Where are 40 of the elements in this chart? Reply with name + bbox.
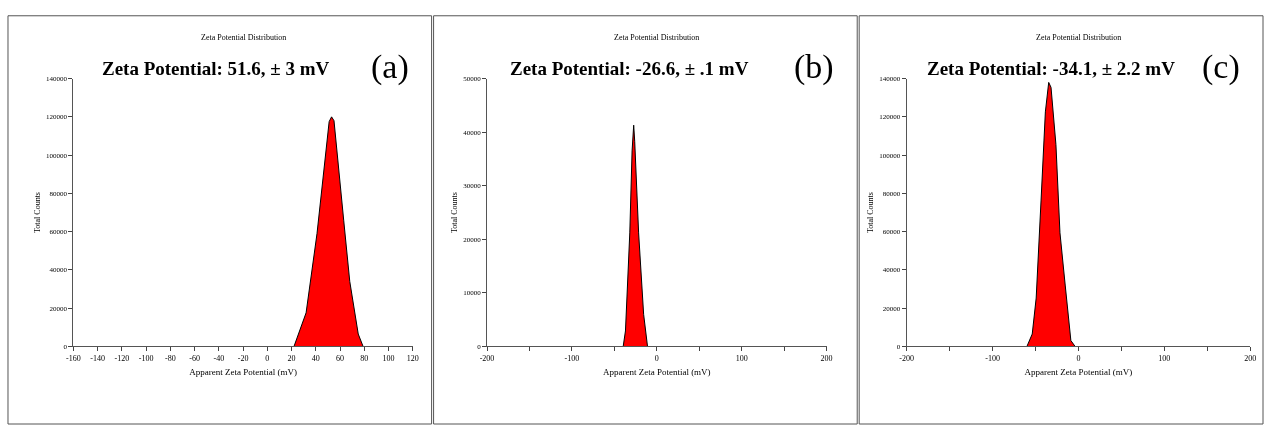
x-axis-title: Apparent Zeta Potential (mV) xyxy=(1024,366,1133,377)
x-tick-label: 0 xyxy=(654,354,659,364)
chart-title: Zeta Potential Distribution xyxy=(1036,33,1122,42)
chart-subtitle: Zeta Potential: -34.1, ± 2.2 mV xyxy=(927,58,1176,79)
x-tick-label: 60 xyxy=(336,354,345,364)
annotation: (c) xyxy=(1202,48,1240,86)
x-tick-label: -100 xyxy=(985,354,1000,364)
x-tick-label: 20 xyxy=(287,354,296,364)
annotation: (b) xyxy=(794,48,834,86)
y-axis-title: Total Counts xyxy=(865,192,875,234)
chart-subtitle: Zeta Potential: -26.6, ± .1 mV xyxy=(510,58,749,79)
x-tick-label: 0 xyxy=(1076,354,1081,364)
y-axis-title: Total Counts xyxy=(32,192,42,234)
x-tick-label: -140 xyxy=(90,354,105,364)
x-tick-label: -100 xyxy=(138,354,154,364)
x-tick-label: -80 xyxy=(164,354,176,364)
x-tick-label: 200 xyxy=(1244,354,1257,364)
x-tick-label: -60 xyxy=(189,354,200,364)
annotation: (a) xyxy=(371,48,409,86)
chart-subtitle: Zeta Potential: 51.6, ± 3 mV xyxy=(102,58,330,79)
x-axis-title: Apparent Zeta Potential (mV) xyxy=(189,366,297,377)
x-tick-label: 120 xyxy=(406,354,419,364)
x-tick-label: 100 xyxy=(735,354,748,364)
x-tick-label: 80 xyxy=(360,354,369,364)
x-tick-label: -160 xyxy=(65,354,81,364)
x-tick-label: 200 xyxy=(820,354,833,364)
x-tick-label: -200 xyxy=(479,354,495,364)
x-tick-label: -120 xyxy=(114,354,130,364)
y-axis-title: Total Counts xyxy=(449,192,459,234)
x-tick-label: 100 xyxy=(1158,354,1171,364)
x-axis-title: Apparent Zeta Potential (mV) xyxy=(602,366,711,377)
chart-title: Zeta Potential Distribution xyxy=(201,33,287,42)
x-tick-label: -40 xyxy=(213,354,225,364)
x-tick-label: -200 xyxy=(899,354,915,364)
x-tick-label: 40 xyxy=(311,354,320,364)
chart-title: Zeta Potential Distribution xyxy=(614,33,700,42)
x-tick-label: -20 xyxy=(237,354,249,364)
x-tick-label: -100 xyxy=(564,354,580,364)
x-tick-label: 0 xyxy=(265,354,270,364)
x-tick-label: 100 xyxy=(382,354,395,364)
